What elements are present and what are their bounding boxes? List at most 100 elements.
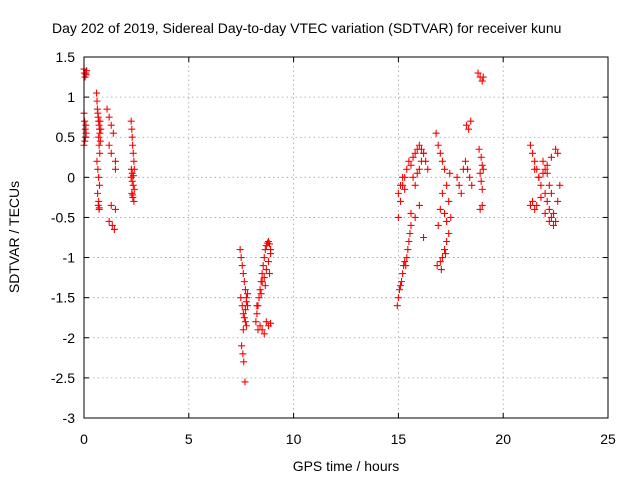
data-point (422, 157, 430, 165)
data-point (526, 201, 534, 209)
data-point (437, 266, 445, 274)
data-point (394, 189, 402, 197)
data-point (82, 121, 90, 129)
data-point (105, 113, 113, 121)
data-point (552, 217, 560, 225)
data-point (105, 141, 113, 149)
data-point (240, 278, 248, 286)
data-point (447, 213, 455, 221)
y-tick-label: 0 (67, 169, 75, 185)
data-point (409, 153, 417, 161)
data-point (407, 209, 415, 217)
y-tick-label: 1 (67, 89, 75, 105)
data-point (476, 205, 484, 213)
data-point (529, 197, 537, 205)
data-point (434, 141, 442, 149)
y-axis-label: SDTVAR / TECUs (6, 181, 22, 293)
data-point (260, 274, 268, 282)
data-point (238, 262, 246, 270)
data-point (241, 318, 249, 326)
data-point (103, 105, 111, 113)
data-point (467, 117, 475, 125)
data-point (436, 149, 444, 157)
data-point (237, 294, 245, 302)
data-point (258, 326, 266, 334)
data-point (240, 358, 248, 366)
data-point (81, 137, 89, 145)
data-point (238, 342, 246, 350)
data-point (262, 318, 270, 326)
data-point (415, 165, 423, 173)
data-point (403, 165, 411, 173)
y-tick-label: -3 (63, 410, 76, 426)
data-point (476, 169, 484, 177)
data-point (396, 197, 404, 205)
data-point (128, 125, 136, 133)
plot-frame (83, 56, 609, 419)
data-point (265, 270, 273, 278)
data-point (434, 221, 442, 229)
data-point (95, 204, 103, 212)
data-point (265, 240, 273, 248)
data-point (405, 238, 413, 246)
data-point (535, 173, 543, 181)
data-point (531, 165, 539, 173)
data-point (129, 149, 137, 157)
data-point (415, 141, 423, 149)
x-tick-label: 5 (185, 431, 193, 447)
data-point (550, 209, 558, 217)
data-point (236, 246, 244, 254)
data-point (526, 141, 534, 149)
data-point (531, 157, 539, 165)
data-point (545, 217, 553, 225)
chart-title: Day 202 of 2019, Sidereal Day-to-day VTE… (52, 20, 561, 36)
data-point (478, 185, 486, 193)
data-point (81, 125, 89, 133)
data-point (468, 181, 476, 189)
data-point (547, 153, 555, 161)
x-axis-label: GPS time / hours (293, 458, 400, 474)
data-point (264, 258, 272, 266)
data-point (111, 205, 119, 213)
data-point (543, 197, 551, 205)
data-point (267, 250, 275, 258)
data-point (406, 229, 414, 237)
data-point (441, 165, 449, 173)
axis-ticks: 0 5 10 15 20 25 1.5 1 0.5 0 -0.5 -1 -1.5 -2 -2.5 -3 (51, 49, 616, 447)
data-point (96, 149, 104, 157)
data-point (255, 294, 263, 302)
data-point (537, 181, 545, 189)
data-point (541, 165, 549, 173)
data-point (529, 149, 537, 157)
data-point (96, 137, 104, 145)
data-point (541, 209, 549, 217)
x-tick-label: 15 (391, 431, 407, 447)
data-point (443, 181, 451, 189)
data-point (402, 262, 410, 270)
data-point (464, 165, 472, 173)
data-point (445, 197, 453, 205)
data-point (424, 165, 432, 173)
data-point (241, 306, 249, 314)
data-point (237, 254, 245, 262)
data-point (260, 254, 268, 262)
data-point (547, 189, 555, 197)
data-point (539, 157, 547, 165)
data-point (238, 302, 246, 310)
data-point (438, 189, 446, 197)
data-point (441, 209, 449, 217)
data-point (93, 97, 101, 105)
data-point (399, 173, 407, 181)
data-point (478, 201, 486, 209)
y-tick-label: -2 (63, 330, 76, 346)
data-point (479, 73, 487, 81)
data-point (543, 169, 551, 177)
data-point (415, 201, 423, 209)
data-point (253, 302, 261, 310)
data-point (545, 181, 553, 189)
y-tick-label: 1.5 (56, 49, 76, 65)
data-point (433, 262, 441, 270)
y-tick-label: -1.5 (51, 290, 75, 306)
data-point (478, 161, 486, 169)
